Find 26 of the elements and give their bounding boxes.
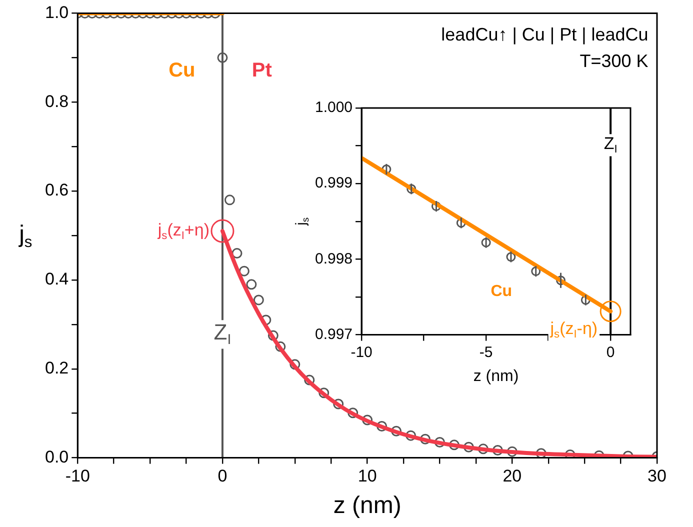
y-tick-label: 0.998: [314, 250, 353, 268]
y-tick-label: 0.997: [314, 326, 353, 343]
x-tick-label: -10: [350, 344, 372, 361]
y-tick-label: 0.8: [44, 92, 69, 111]
x-tick-label: -10: [65, 466, 90, 486]
y-tick-label: 0.999: [314, 174, 353, 192]
annotation: Cu: [168, 60, 196, 82]
y-tick-label: 0.6: [44, 180, 69, 200]
x-tick-label: 0: [606, 344, 615, 361]
x-tick-label: 30: [648, 466, 666, 486]
x-axis-title: z (nm): [473, 368, 519, 385]
y-tick-label: 0.4: [44, 270, 69, 289]
x-tick-label: 0: [218, 466, 228, 486]
y-axis-title: js: [294, 217, 310, 226]
x-tick-label: -5: [479, 344, 493, 361]
annotation: T=300 K: [580, 51, 648, 72]
y-tick-label: 0.2: [44, 358, 69, 378]
y-tick-label: 1.0: [44, 2, 69, 22]
y-tick-label: 1.000: [314, 99, 353, 116]
x-axis-title: z (nm): [333, 492, 402, 520]
y-tick-label: 0.0: [44, 447, 69, 466]
annotation: leadCu↑ | Cu | Pt | leadCu: [441, 24, 648, 44]
x-tick-label: 10: [358, 466, 377, 486]
x-tick-label: 20: [502, 466, 522, 486]
annotation: Cu: [490, 283, 512, 300]
annotation: Pt: [252, 60, 272, 82]
